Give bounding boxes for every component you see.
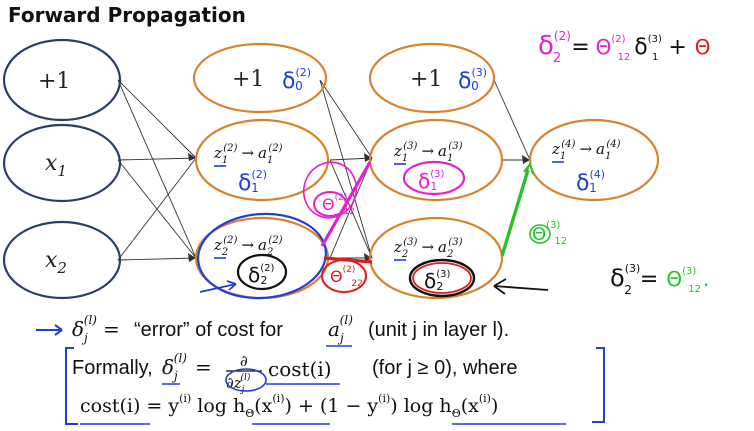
right-bracket — [592, 347, 605, 423]
svg-text:Formally,: Formally, — [72, 357, 153, 379]
node-x1 — [2, 123, 122, 203]
node-a2-2-label: z2(2) → a2(2) — [213, 235, 283, 258]
delta-1-3-circle — [402, 160, 466, 196]
node-bias-3 — [368, 42, 496, 114]
svg-text:cost(i) = y(i) log hΘ(x(i)) +: cost(i) = y(i) log hΘ(x(i)) + (1 − y(i))… — [80, 392, 498, 420]
node-bias-1-label: +1 — [38, 69, 70, 94]
theta-red-circle — [321, 259, 367, 293]
svg-text:(unit j in layer l).: (unit j in layer l). — [368, 319, 509, 341]
node-x1-label: x1 — [45, 151, 67, 180]
svg-text:cost(i): cost(i) — [268, 357, 332, 381]
delta-1-3: δ(3) 1 — [418, 169, 445, 193]
equation-right: δ(3) 2 = Θ(3) 12. — [610, 262, 709, 297]
node-bias-2-label: +1 — [232, 67, 264, 92]
node-a1-4-label: z1(4) → a1(4) — [551, 139, 621, 162]
definition-line: δj(l) = “error” of cost for aj(l) (unit j… — [36, 313, 509, 347]
svg-text:aj(l): aj(l) — [328, 313, 353, 345]
theta-pink: Θ(2) 12 — [322, 193, 355, 217]
node-a2-3 — [368, 216, 504, 300]
svg-text:(for j ≥ 0), where: (for j ≥ 0), where — [372, 357, 517, 379]
node-bias-3-label: +1 — [410, 67, 442, 92]
equation-top: δ(2) 2 = Θ(2) 12 δ(3) 1 + Θ — [538, 29, 711, 66]
layer-1: +1 x1 x2 — [2, 38, 122, 300]
node-a1-3-label: z1(3) → a1(3) — [393, 141, 463, 164]
layer-3: +1 δ(3) 0 z1(3) → a1(3) δ(3) 1 z2(3) → a2(3) δ… — [368, 42, 549, 300]
svg-text:δj(l)=: δj(l) = — [72, 313, 120, 345]
node-a1-4 — [528, 118, 660, 202]
delta-1-4: δ(4) 1 — [576, 168, 605, 196]
layer-2: +1 δ(2) 0 z1(2) → a1(2) δ(2) 1 z2(2) → a2(2) δ… — [192, 42, 330, 300]
delta-2-2-circle — [236, 253, 288, 291]
delta-2-3-circle — [408, 258, 476, 298]
theta-green: Θ(3) 12 — [532, 220, 567, 247]
node-a1-2 — [194, 118, 330, 202]
formally-block: Formally, δj(l) = ∂ ∂zj(l) cost(i) (for j… — [65, 347, 605, 425]
delta-2-3: δ(3) 2 — [424, 269, 451, 293]
connections — [117, 79, 531, 261]
layer-4: z1(4) → a1(4) δ(4) 1 — [528, 118, 660, 202]
arrowheads — [188, 153, 530, 262]
left-bracket — [65, 347, 78, 425]
svg-text:δ(3)2=Θ(3)12.: δ(3) 2 = Θ(3) 12. — [610, 262, 709, 297]
theta-red: Θ(2) 22 — [330, 265, 363, 289]
svg-text:“error” of cost for: “error” of cost for — [134, 319, 283, 341]
green-weight-line — [500, 169, 530, 257]
theta-pink-circle — [313, 191, 347, 217]
node-x2 — [2, 220, 122, 300]
weight-annotations: Θ(2) 12 Θ(2) 22 Θ(3) 12 — [302, 161, 567, 293]
delta-2-2: δ(2) 2 — [248, 263, 275, 287]
svg-text:∂: ∂ — [240, 352, 248, 370]
node-a2-3-label: z2(3) → a2(3) — [393, 237, 463, 260]
node-bias-2 — [192, 42, 328, 114]
arrow-to-delta-2-2 — [199, 283, 237, 293]
node-a2-2-highlight — [196, 212, 328, 300]
svg-text:δ(2)2=Θ(2)12δ(3)1+Θ: δ(2) 2 = Θ(2) 12 δ(3) 1 + Θ — [538, 29, 711, 66]
svg-text:δj(l)=: δj(l) = — [162, 351, 212, 383]
bias-2-delta: δ(2) 0 — [282, 66, 311, 94]
node-a1-2-label: z1(2) → a1(2) — [213, 143, 283, 166]
bias-3-delta: δ(3) 0 — [458, 66, 487, 94]
node-x2-label: x2 — [45, 248, 67, 277]
node-a1-3 — [368, 118, 504, 202]
node-bias-1 — [2, 38, 122, 122]
arrow-to-delta-2-3 — [493, 285, 549, 291]
delta-1-2: δ(2) 1 — [238, 168, 267, 196]
page-title: Forward Propagation — [8, 3, 246, 27]
